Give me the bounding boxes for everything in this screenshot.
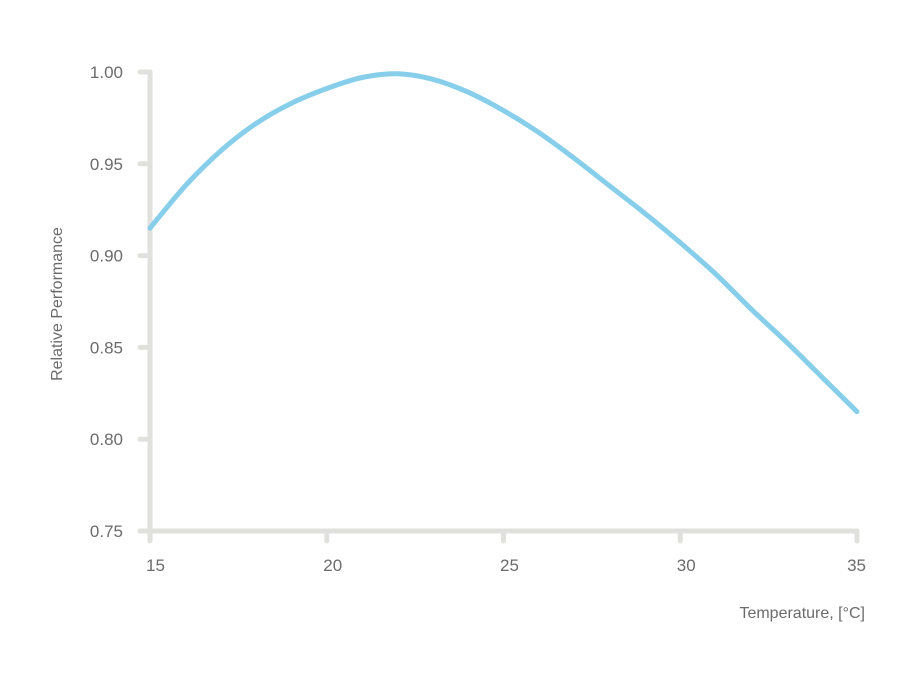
y-axis: 1.00 0.95 0.90 0.85 0.80 0.75 <box>90 63 153 542</box>
y-tick-label: 0.80 <box>90 430 123 449</box>
y-tick-label: 0.90 <box>90 247 123 266</box>
x-tick-label: 30 <box>677 556 696 575</box>
x-axis: 15 20 25 30 35 <box>137 528 866 575</box>
y-tick-label: 0.85 <box>90 338 123 357</box>
y-tick-label: 0.95 <box>90 155 123 174</box>
x-tick-label: 25 <box>500 556 519 575</box>
x-axis-title: Temperature, [°C] <box>739 605 865 622</box>
x-tick-label: 20 <box>323 556 342 575</box>
x-tick-label: 35 <box>847 556 866 575</box>
y-axis-title: Relative Performance <box>49 227 66 381</box>
performance-curve <box>147 71 860 415</box>
y-tick-label: 0.75 <box>90 522 123 541</box>
y-tick-label: 1.00 <box>90 63 123 82</box>
x-tick-label: 15 <box>146 556 165 575</box>
